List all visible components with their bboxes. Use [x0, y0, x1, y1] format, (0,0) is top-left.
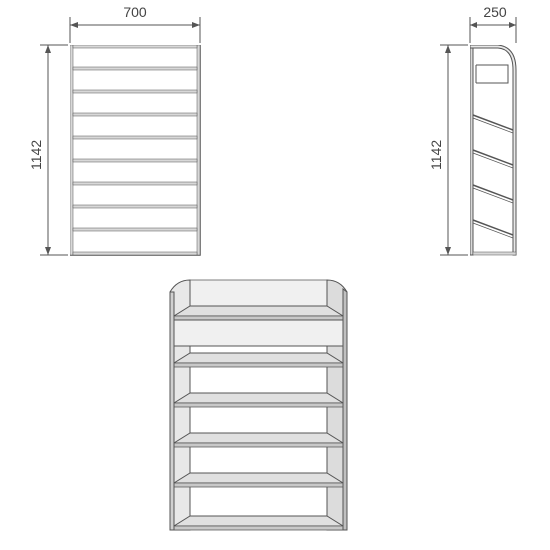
- side-depth-label: 250: [475, 4, 515, 20]
- front-width-label: 700: [110, 4, 160, 20]
- front-elevation: [70, 45, 210, 260]
- front-height-label: 1142: [28, 125, 44, 185]
- side-height-label: 1142: [428, 125, 444, 185]
- side-elevation: [470, 45, 520, 260]
- perspective-view: [155, 278, 355, 538]
